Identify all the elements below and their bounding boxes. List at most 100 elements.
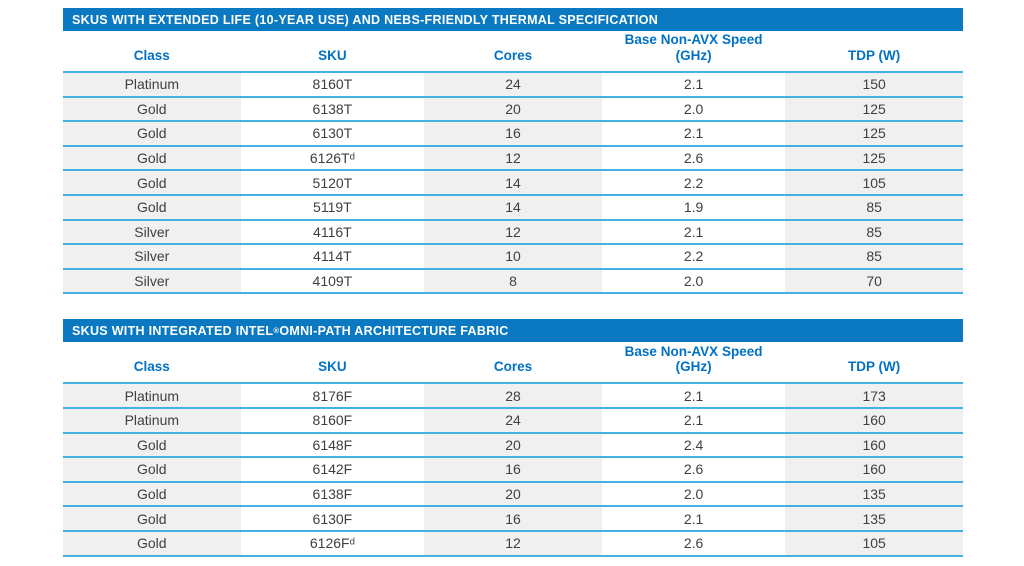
cell-class: Gold <box>63 531 241 555</box>
cell-tdp: 150 <box>785 73 963 96</box>
cell-sku: 5120T <box>243 171 422 194</box>
column-header-cores: Cores <box>493 359 533 375</box>
table-body: Platinum 8160T 24 2.1 150 Gold 6138T 20 … <box>63 73 963 295</box>
cell-speed: 2.0 <box>604 482 783 506</box>
cell-sku: 6138F <box>243 482 422 506</box>
table-row: Gold 6148F 20 2.4 160 <box>63 433 963 459</box>
cell-sku: 6126Fᵈ <box>243 531 422 555</box>
cell-class: Silver <box>63 245 241 268</box>
cell-class: Gold <box>63 122 241 145</box>
cell-speed: 2.6 <box>604 531 783 555</box>
cell-speed: 2.0 <box>604 97 783 121</box>
cell-speed: 2.6 <box>604 146 783 170</box>
table-row: Gold 6138T 20 2.0 125 <box>63 97 963 123</box>
table-row: Platinum 8160F 24 2.1 160 <box>63 408 963 434</box>
cell-cores: 12 <box>424 146 602 170</box>
cell-cores: 12 <box>424 531 602 555</box>
table-row: Gold 5119T 14 1.9 85 <box>63 195 963 221</box>
table-row: Gold 6126Fᵈ 12 2.6 105 <box>63 531 963 557</box>
cell-tdp: 70 <box>785 269 963 293</box>
omni-path-skus-table: SKUS WITH INTEGRATED INTEL ® OMNI-PATH AR… <box>63 319 963 557</box>
cell-cores: 28 <box>424 384 602 407</box>
cell-tdp: 135 <box>785 482 963 506</box>
cell-class: Gold <box>63 171 241 194</box>
table-row: Platinum 8160T 24 2.1 150 <box>63 73 963 98</box>
cell-sku: 6130T <box>243 122 422 145</box>
cell-speed: 2.2 <box>604 245 783 268</box>
column-header-tdp: TDP (W) <box>848 359 901 375</box>
cell-class: Gold <box>63 458 241 481</box>
table-row: Silver 4109T 8 2.0 70 <box>63 269 963 295</box>
cell-sku: 4116T <box>243 220 422 244</box>
table-header-row: Class SKU Cores Base Non-AVX Speed (GHz)… <box>63 342 963 385</box>
cell-tdp: 125 <box>785 97 963 121</box>
cell-speed: 1.9 <box>604 195 783 219</box>
cell-tdp: 125 <box>785 122 963 145</box>
cell-cores: 16 <box>424 507 602 530</box>
column-header-cores: Cores <box>493 48 533 64</box>
cell-cores: 16 <box>424 122 602 145</box>
cell-class: Gold <box>63 482 241 506</box>
cell-tdp: 173 <box>785 384 963 407</box>
column-header-speed: Base Non-AVX Speed (GHz) <box>624 32 763 64</box>
cell-speed: 2.1 <box>604 384 783 407</box>
cell-speed: 2.4 <box>604 433 783 457</box>
cell-tdp: 160 <box>785 408 963 432</box>
cell-cores: 8 <box>424 269 602 293</box>
table-title-banner: SKUS WITH INTEGRATED INTEL ® OMNI-PATH AR… <box>63 319 963 343</box>
cell-tdp: 105 <box>785 171 963 194</box>
cell-tdp: 105 <box>785 531 963 555</box>
cell-tdp: 135 <box>785 507 963 530</box>
cell-speed: 2.1 <box>604 220 783 244</box>
cell-sku: 8160F <box>243 408 422 432</box>
cell-cores: 20 <box>424 433 602 457</box>
table-title-banner: SKUS WITH EXTENDED LIFE (10-YEAR USE) AN… <box>63 8 963 31</box>
cell-tdp: 85 <box>785 195 963 219</box>
table-row: Gold 6126Tᵈ 12 2.6 125 <box>63 146 963 172</box>
table-row: Platinum 8176F 28 2.1 173 <box>63 384 963 409</box>
cell-speed: 2.1 <box>604 122 783 145</box>
column-header-class: Class <box>133 359 170 375</box>
cell-class: Gold <box>63 97 241 121</box>
cell-class: Gold <box>63 146 241 170</box>
table-row: Gold 5120T 14 2.2 105 <box>63 171 963 196</box>
cell-speed: 2.1 <box>604 507 783 530</box>
cell-speed: 2.1 <box>604 73 783 96</box>
column-header-class: Class <box>133 48 170 64</box>
table-row: Gold 6130T 16 2.1 125 <box>63 122 963 147</box>
cell-cores: 14 <box>424 171 602 194</box>
cell-cores: 16 <box>424 458 602 481</box>
cell-sku: 6126Tᵈ <box>243 146 422 170</box>
cell-class: Platinum <box>63 384 241 407</box>
column-header-speed: Base Non-AVX Speed (GHz) <box>624 343 763 375</box>
column-header-sku: SKU <box>318 359 347 375</box>
cell-speed: 2.1 <box>604 408 783 432</box>
cell-cores: 24 <box>424 73 602 96</box>
cell-class: Gold <box>63 433 241 457</box>
cell-sku: 6148F <box>243 433 422 457</box>
cell-tdp: 125 <box>785 146 963 170</box>
cell-sku: 8160T <box>243 73 422 96</box>
cell-speed: 2.6 <box>604 458 783 481</box>
column-header-tdp: TDP (W) <box>848 48 901 64</box>
cell-cores: 20 <box>424 482 602 506</box>
column-header-sku: SKU <box>318 48 347 64</box>
cell-speed: 2.2 <box>604 171 783 194</box>
cell-class: Silver <box>63 269 241 293</box>
table-header-row: Class SKU Cores Base Non-AVX Speed (GHz)… <box>63 31 963 73</box>
cell-class: Gold <box>63 195 241 219</box>
cell-sku: 5119T <box>243 195 422 219</box>
extended-life-skus-table: SKUS WITH EXTENDED LIFE (10-YEAR USE) AN… <box>63 8 963 295</box>
table-row: Gold 6138F 20 2.0 135 <box>63 482 963 508</box>
cell-class: Platinum <box>63 408 241 432</box>
cell-tdp: 85 <box>785 245 963 268</box>
cell-tdp: 160 <box>785 458 963 481</box>
cell-class: Gold <box>63 507 241 530</box>
cell-sku: 4114T <box>243 245 422 268</box>
cell-tdp: 160 <box>785 433 963 457</box>
table-row: Silver 4116T 12 2.1 85 <box>63 220 963 246</box>
cell-cores: 24 <box>424 408 602 432</box>
cell-cores: 10 <box>424 245 602 268</box>
cell-cores: 20 <box>424 97 602 121</box>
table-row: Gold 6130F 16 2.1 135 <box>63 507 963 532</box>
